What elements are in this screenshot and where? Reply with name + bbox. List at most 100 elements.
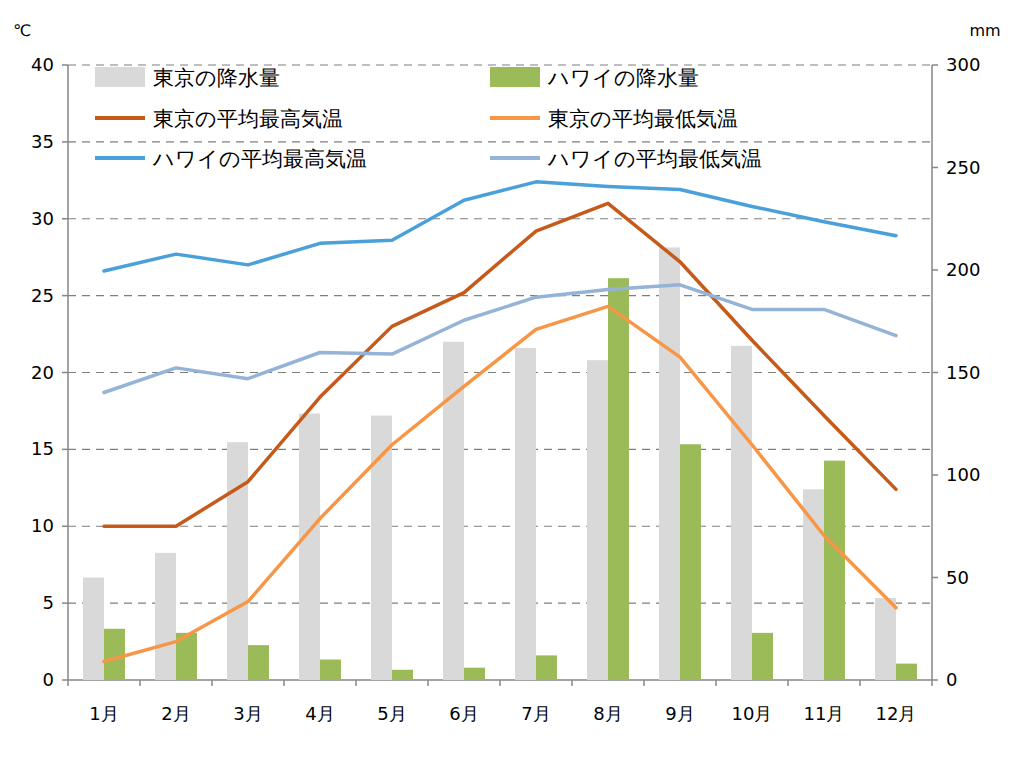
y2-tick-label: 100 xyxy=(946,464,980,485)
y2-tick xyxy=(932,167,938,169)
y2-tick xyxy=(932,64,938,66)
bar xyxy=(536,655,557,680)
y-tick-label: 20 xyxy=(31,362,54,383)
legend: 東京の降水量 ハワイの降水量東京の平均最高気温 東京の平均最低気温ハワイの平均最高気… xyxy=(95,66,762,171)
bar xyxy=(803,489,824,680)
x-tick xyxy=(427,680,429,686)
bar xyxy=(227,442,248,680)
x-tick-label: 7月 xyxy=(521,703,550,724)
x-tick xyxy=(787,680,789,686)
x-tick xyxy=(355,680,357,686)
x-tick xyxy=(931,680,933,686)
legend-label: 東京の平均最高気温 xyxy=(153,107,343,131)
x-tick-label: 4月 xyxy=(305,703,334,724)
legend-swatch xyxy=(95,116,145,120)
legend-swatch xyxy=(95,67,145,87)
bar xyxy=(83,578,104,681)
legend-label: ハワイの平均最低気温 xyxy=(547,147,762,171)
x-tick xyxy=(715,680,717,686)
y-tick-label: 15 xyxy=(31,438,54,459)
y-tick xyxy=(62,218,68,220)
x-tick-label: 1月 xyxy=(89,703,118,724)
x-tick xyxy=(571,680,573,686)
grid-line xyxy=(68,603,932,604)
bar xyxy=(299,414,320,681)
y-axis-label: ℃ xyxy=(13,21,31,40)
legend-swatch xyxy=(490,156,540,160)
y-tick-label: 25 xyxy=(31,285,54,306)
legend-label: ハワイの平均最高気温 xyxy=(152,147,367,171)
line xyxy=(104,306,896,661)
grid-line xyxy=(68,295,932,296)
y2-tick-label: 150 xyxy=(946,362,980,383)
bar xyxy=(443,342,464,680)
y-tick-label: 0 xyxy=(43,669,54,690)
bar xyxy=(875,598,896,680)
y2-tick-label: 50 xyxy=(946,567,969,588)
y-tick xyxy=(62,141,68,143)
legend-swatch xyxy=(95,156,145,160)
y-tick xyxy=(62,679,68,681)
bar xyxy=(587,360,608,680)
y-tick xyxy=(62,449,68,451)
y-tick xyxy=(62,64,68,66)
y2-tick xyxy=(932,474,938,476)
x-tick xyxy=(283,680,285,686)
chart-svg: 05101520253035400501001502002503001月2月3月… xyxy=(0,0,1024,759)
x-tick xyxy=(67,680,69,686)
bar xyxy=(680,444,701,680)
y2-tick-label: 200 xyxy=(946,259,980,280)
x-tick-label: 11月 xyxy=(804,703,845,724)
bar xyxy=(320,660,341,681)
y-tick-label: 5 xyxy=(43,592,54,613)
chart-container: 05101520253035400501001502002503001月2月3月… xyxy=(0,0,1024,759)
bar xyxy=(515,348,536,680)
x-tick xyxy=(499,680,501,686)
x-tick xyxy=(211,680,213,686)
legend-label: 東京の平均最低気温 xyxy=(548,107,738,131)
bar xyxy=(608,278,629,680)
y-tick-label: 10 xyxy=(31,515,54,536)
grid-line xyxy=(68,526,932,527)
legend-label: ハワイの降水量 xyxy=(547,66,699,90)
x-tick-label: 2月 xyxy=(161,703,190,724)
y-tick-label: 30 xyxy=(31,208,54,229)
y-tick-label: 35 xyxy=(31,131,54,152)
y2-tick xyxy=(932,577,938,579)
bar xyxy=(731,346,752,680)
bar xyxy=(392,670,413,680)
bar xyxy=(752,633,773,680)
x-tick-label: 3月 xyxy=(233,703,262,724)
x-tick xyxy=(643,680,645,686)
x-tick-label: 8月 xyxy=(593,703,622,724)
bar xyxy=(104,629,125,680)
y2-tick-label: 250 xyxy=(946,157,980,178)
y-tick xyxy=(62,372,68,374)
bar xyxy=(248,645,269,680)
legend-label: 東京の降水量 xyxy=(153,66,280,90)
x-tick-label: 9月 xyxy=(665,703,694,724)
grid-line xyxy=(68,449,932,450)
y2-axis-label: mm xyxy=(969,21,1000,40)
legend-swatch xyxy=(490,67,540,87)
grid-line xyxy=(68,141,932,142)
x-tick-label: 6月 xyxy=(449,703,478,724)
bar xyxy=(464,668,485,680)
plot-data xyxy=(83,182,917,680)
bar xyxy=(824,461,845,680)
y2-tick xyxy=(932,269,938,271)
x-tick xyxy=(139,680,141,686)
y-tick-label: 40 xyxy=(31,54,54,75)
y-tick xyxy=(62,602,68,604)
line xyxy=(104,285,896,393)
y-tick xyxy=(62,526,68,528)
x-tick xyxy=(859,680,861,686)
bar xyxy=(155,553,176,680)
y-tick xyxy=(62,295,68,297)
y2-tick xyxy=(932,679,938,681)
x-tick-label: 12月 xyxy=(876,703,917,724)
x-tick-label: 5月 xyxy=(377,703,406,724)
bar xyxy=(896,664,917,680)
bar xyxy=(659,247,680,680)
x-tick-label: 10月 xyxy=(732,703,773,724)
